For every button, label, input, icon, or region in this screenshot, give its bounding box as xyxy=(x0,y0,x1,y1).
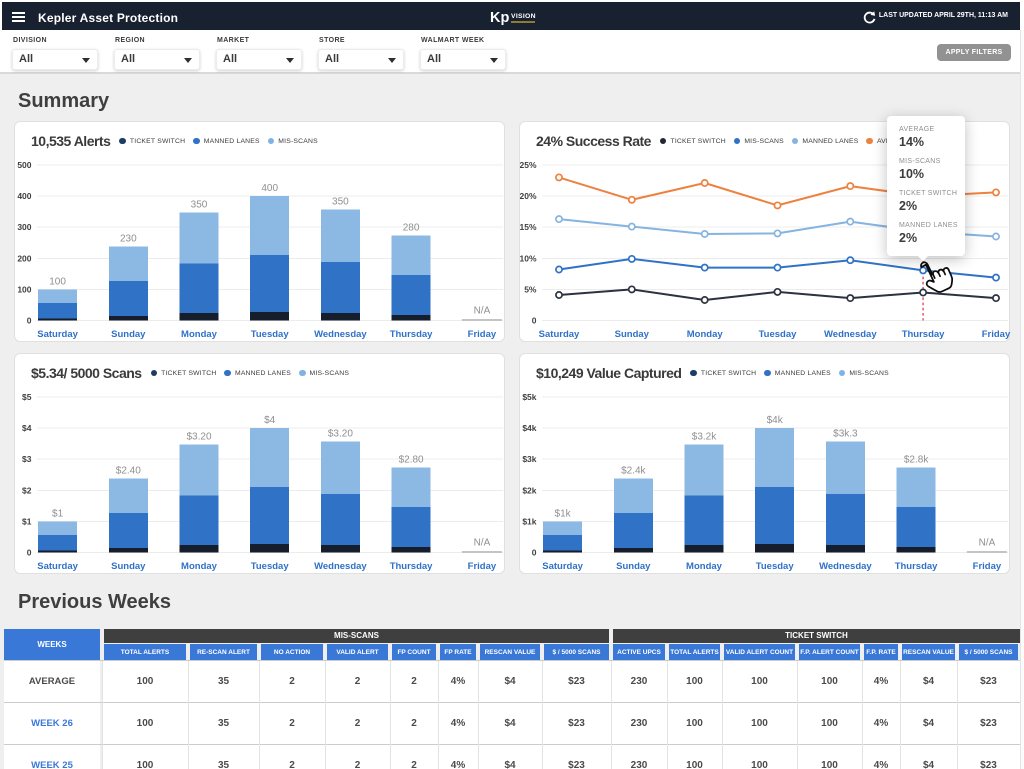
svg-text:Tuesday: Tuesday xyxy=(756,561,795,572)
svg-text:Monday: Monday xyxy=(181,329,218,340)
svg-text:$3k: $3k xyxy=(522,454,536,464)
svg-text:$3: $3 xyxy=(22,454,32,464)
svg-text:500: 500 xyxy=(17,160,31,170)
svg-text:$3k.3: $3k.3 xyxy=(833,429,858,440)
svg-text:$3.20: $3.20 xyxy=(328,429,353,440)
svg-text:Saturday: Saturday xyxy=(539,329,580,340)
svg-text:350: 350 xyxy=(191,199,208,210)
svg-text:Friday: Friday xyxy=(468,561,497,572)
svg-text:$1k: $1k xyxy=(522,516,536,526)
svg-text:Thursday: Thursday xyxy=(390,329,433,340)
svg-text:$5k: $5k xyxy=(522,392,536,402)
svg-text:20%: 20% xyxy=(520,191,537,201)
svg-text:100: 100 xyxy=(17,284,31,294)
svg-text:Saturday: Saturday xyxy=(542,561,583,572)
svg-text:280: 280 xyxy=(403,223,420,234)
svg-text:$2.4k: $2.4k xyxy=(621,466,646,477)
svg-text:Friday: Friday xyxy=(982,329,1011,340)
svg-text:$2: $2 xyxy=(22,485,32,495)
svg-text:Sunday: Sunday xyxy=(111,329,146,340)
svg-text:0: 0 xyxy=(532,316,537,326)
svg-text:Monday: Monday xyxy=(687,329,724,340)
svg-text:15%: 15% xyxy=(520,222,537,232)
svg-text:$4k: $4k xyxy=(767,415,784,426)
svg-text:Wednesday: Wednesday xyxy=(314,329,367,340)
svg-text:Thursday: Thursday xyxy=(902,329,945,340)
svg-text:Monday: Monday xyxy=(686,561,723,572)
svg-text:Monday: Monday xyxy=(181,561,218,572)
svg-text:350: 350 xyxy=(332,197,349,208)
svg-text:Friday: Friday xyxy=(468,329,497,340)
svg-text:5%: 5% xyxy=(524,284,537,294)
svg-text:$4: $4 xyxy=(264,415,276,426)
svg-text:0: 0 xyxy=(27,316,32,326)
svg-text:Sunday: Sunday xyxy=(111,561,146,572)
svg-text:Friday: Friday xyxy=(973,561,1002,572)
svg-text:400: 400 xyxy=(261,183,278,194)
svg-text:Thursday: Thursday xyxy=(895,561,938,572)
svg-text:Saturday: Saturday xyxy=(37,561,78,572)
svg-text:Wednesday: Wednesday xyxy=(314,561,367,572)
svg-text:Tuesday: Tuesday xyxy=(251,561,290,572)
svg-text:25%: 25% xyxy=(520,160,537,170)
svg-text:230: 230 xyxy=(120,234,137,245)
svg-text:Tuesday: Tuesday xyxy=(759,329,798,340)
svg-text:Sunday: Sunday xyxy=(616,561,651,572)
svg-text:$3.20: $3.20 xyxy=(186,431,211,442)
svg-text:Thursday: Thursday xyxy=(390,561,433,572)
svg-text:$5: $5 xyxy=(22,392,32,402)
svg-text:N/A: N/A xyxy=(474,538,491,549)
svg-text:Tuesday: Tuesday xyxy=(251,329,290,340)
svg-text:200: 200 xyxy=(17,253,31,263)
svg-text:Wednesday: Wednesday xyxy=(819,561,872,572)
svg-text:$4k: $4k xyxy=(522,423,536,433)
svg-text:Sunday: Sunday xyxy=(615,329,650,340)
svg-text:$2.80: $2.80 xyxy=(399,455,424,466)
svg-text:300: 300 xyxy=(17,222,31,232)
svg-text:Saturday: Saturday xyxy=(37,329,78,340)
svg-text:10%: 10% xyxy=(520,253,537,263)
svg-text:0: 0 xyxy=(27,548,32,558)
svg-text:$2.8k: $2.8k xyxy=(904,455,929,466)
svg-text:$3.2k: $3.2k xyxy=(692,431,717,442)
svg-text:N/A: N/A xyxy=(979,538,996,549)
svg-text:0: 0 xyxy=(532,548,537,558)
svg-text:$4: $4 xyxy=(22,423,32,433)
svg-text:100: 100 xyxy=(49,276,66,287)
svg-text:$2.40: $2.40 xyxy=(116,466,141,477)
svg-text:$1: $1 xyxy=(52,508,64,519)
svg-text:$2k: $2k xyxy=(522,485,536,495)
svg-text:N/A: N/A xyxy=(474,306,491,317)
svg-text:400: 400 xyxy=(17,191,31,201)
svg-text:$1: $1 xyxy=(22,516,32,526)
svg-text:Wednesday: Wednesday xyxy=(824,329,877,340)
svg-text:$1k: $1k xyxy=(555,508,572,519)
